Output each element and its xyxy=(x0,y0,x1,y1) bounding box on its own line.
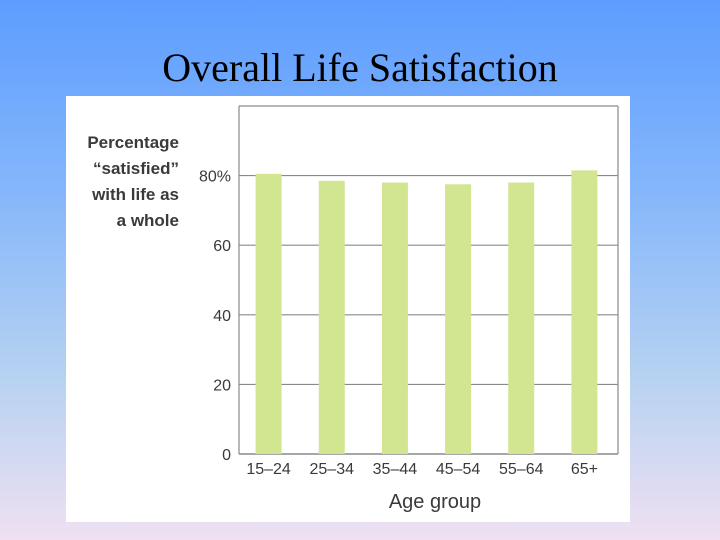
bar xyxy=(381,182,408,454)
y-tick-label: 80% xyxy=(199,169,231,186)
x-tick-label: 55–64 xyxy=(499,461,544,478)
x-axis-title: Age group xyxy=(389,491,481,513)
bar xyxy=(318,180,345,454)
x-tick-label: 45–54 xyxy=(436,461,481,478)
y-axis-title-line: a whole xyxy=(117,211,179,230)
x-tick-label: 35–44 xyxy=(373,461,418,478)
x-tick-label: 15–24 xyxy=(246,461,291,478)
x-tick-label: 25–34 xyxy=(310,461,355,478)
bar xyxy=(508,182,535,454)
y-tick-label: 40 xyxy=(213,308,231,325)
bar xyxy=(445,184,472,455)
slide-title: Overall Life Satisfaction xyxy=(162,45,558,90)
bar xyxy=(255,173,282,455)
y-tick-label: 20 xyxy=(213,377,231,394)
y-axis-title-line: Percentage xyxy=(87,133,179,152)
y-tick-label: 0 xyxy=(222,447,231,464)
y-tick-label: 60 xyxy=(213,238,231,255)
y-axis-title-line: with life as xyxy=(91,185,179,204)
bar xyxy=(571,170,598,454)
bar-chart: 0 20 40 60 80% 15–24 25–34 35–44 45–54 55–64 65+ Pe… xyxy=(87,105,619,513)
chart-panel: 0 20 40 60 80% 15–24 25–34 35–44 45–54 55–64 65+ Pe… xyxy=(66,96,630,522)
y-axis-title-line: “satisfied” xyxy=(93,159,179,178)
x-tick-label: 65+ xyxy=(571,461,598,478)
